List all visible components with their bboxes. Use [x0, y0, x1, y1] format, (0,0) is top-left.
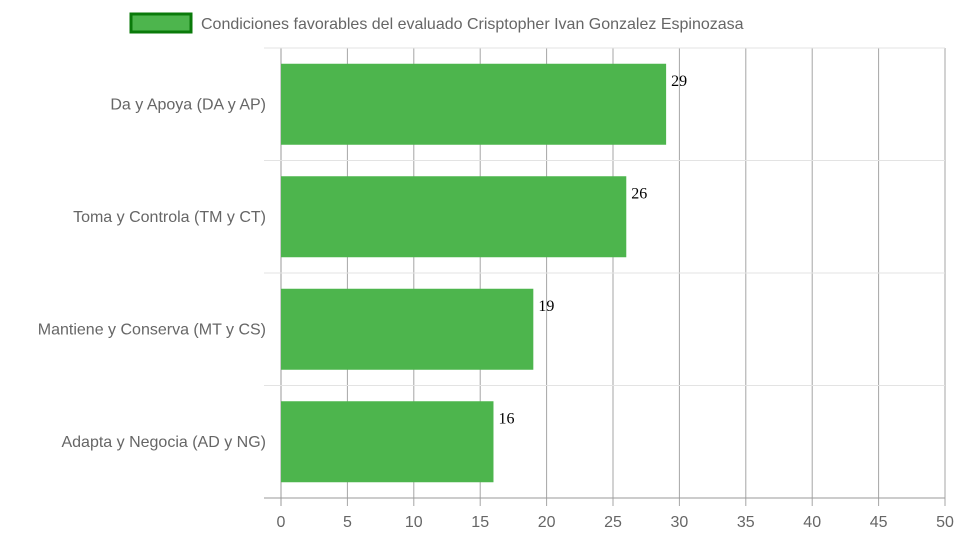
- data-label: 29: [671, 73, 687, 90]
- x-tick-label: 5: [343, 514, 352, 531]
- category-labels: Da y Apoya (DA y AP) Toma y Controla (TM …: [38, 96, 266, 451]
- bar[interactable]: [281, 176, 627, 258]
- x-tick-label: 50: [936, 514, 954, 531]
- x-tick-label: 0: [277, 514, 286, 531]
- x-tick-label: 45: [870, 514, 888, 531]
- bars: [281, 63, 667, 483]
- x-axis-ticks: 0 5 10 15 20 25 30 35 40 45 50: [277, 514, 954, 531]
- bar[interactable]: [281, 401, 494, 483]
- x-tick-label: 15: [471, 514, 489, 531]
- legend[interactable]: Condiciones favorables del evaluado Cris…: [129, 12, 744, 34]
- data-labels: 29 26 19 16: [498, 73, 687, 428]
- data-label: 16: [498, 410, 514, 427]
- category-label: Da y Apoya (DA y AP): [110, 96, 266, 113]
- data-label: 26: [631, 185, 647, 202]
- bar[interactable]: [281, 63, 667, 145]
- category-label: Mantiene y Conserva (MT y CS): [38, 321, 266, 338]
- x-tick-label: 30: [671, 514, 689, 531]
- bar[interactable]: [281, 288, 534, 370]
- x-tick-label: 10: [405, 514, 423, 531]
- x-tick-label: 40: [803, 514, 821, 531]
- data-label: 19: [538, 298, 554, 315]
- category-label: Adapta y Negocia (AD y NG): [61, 434, 266, 451]
- x-tick-label: 25: [604, 514, 622, 531]
- legend-swatch: [129, 12, 193, 34]
- category-label: Toma y Controla (TM y CT): [73, 209, 266, 226]
- x-tick-label: 20: [538, 514, 556, 531]
- x-tick-label: 35: [737, 514, 755, 531]
- legend-label: Condiciones favorables del evaluado Cris…: [201, 16, 744, 33]
